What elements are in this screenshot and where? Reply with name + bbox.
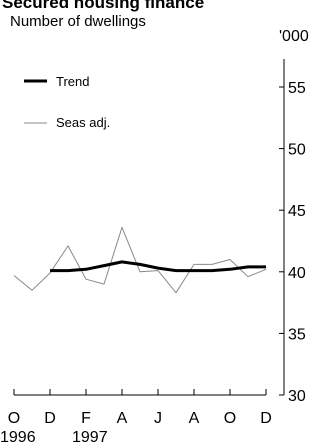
legend-label-trend: Trend xyxy=(56,74,89,89)
legend: Trend Seas adj. xyxy=(24,74,110,130)
legend-label-seas-adj: Seas adj. xyxy=(56,115,110,130)
series-line-seas-adj xyxy=(13,226,267,294)
x-tick-label: J xyxy=(154,410,162,427)
y-axis-ticks: 30 35 40 45 50 55 xyxy=(279,80,306,405)
series-line-trend xyxy=(50,260,266,273)
x-axis-ticks: O D F A J A O D 1996 1997 xyxy=(0,389,272,446)
y-tick-label: 40 xyxy=(288,265,306,282)
chart-subtitle: Number of dwellings xyxy=(10,13,146,30)
series-lines xyxy=(13,226,267,294)
y-tick-label: 45 xyxy=(288,203,306,220)
x-tick-label: F xyxy=(81,410,91,427)
x-tick-label: D xyxy=(260,410,272,427)
x-tick-label: A xyxy=(189,410,200,427)
y-tick-label: 35 xyxy=(288,326,306,343)
y-axis-unit: '000 xyxy=(279,28,309,45)
x-tick-label: O xyxy=(8,410,20,427)
x-tick-label: A xyxy=(117,410,128,427)
x-tick-label: D xyxy=(44,410,56,427)
x-year-label: 1997 xyxy=(72,429,108,446)
y-tick-label: 30 xyxy=(288,388,306,405)
x-tick-label: O xyxy=(224,410,236,427)
chart-title: Secured housing finance xyxy=(2,0,204,12)
y-tick-label: 55 xyxy=(288,80,306,97)
y-tick-label: 50 xyxy=(288,142,306,159)
x-year-label: 1996 xyxy=(0,429,36,446)
